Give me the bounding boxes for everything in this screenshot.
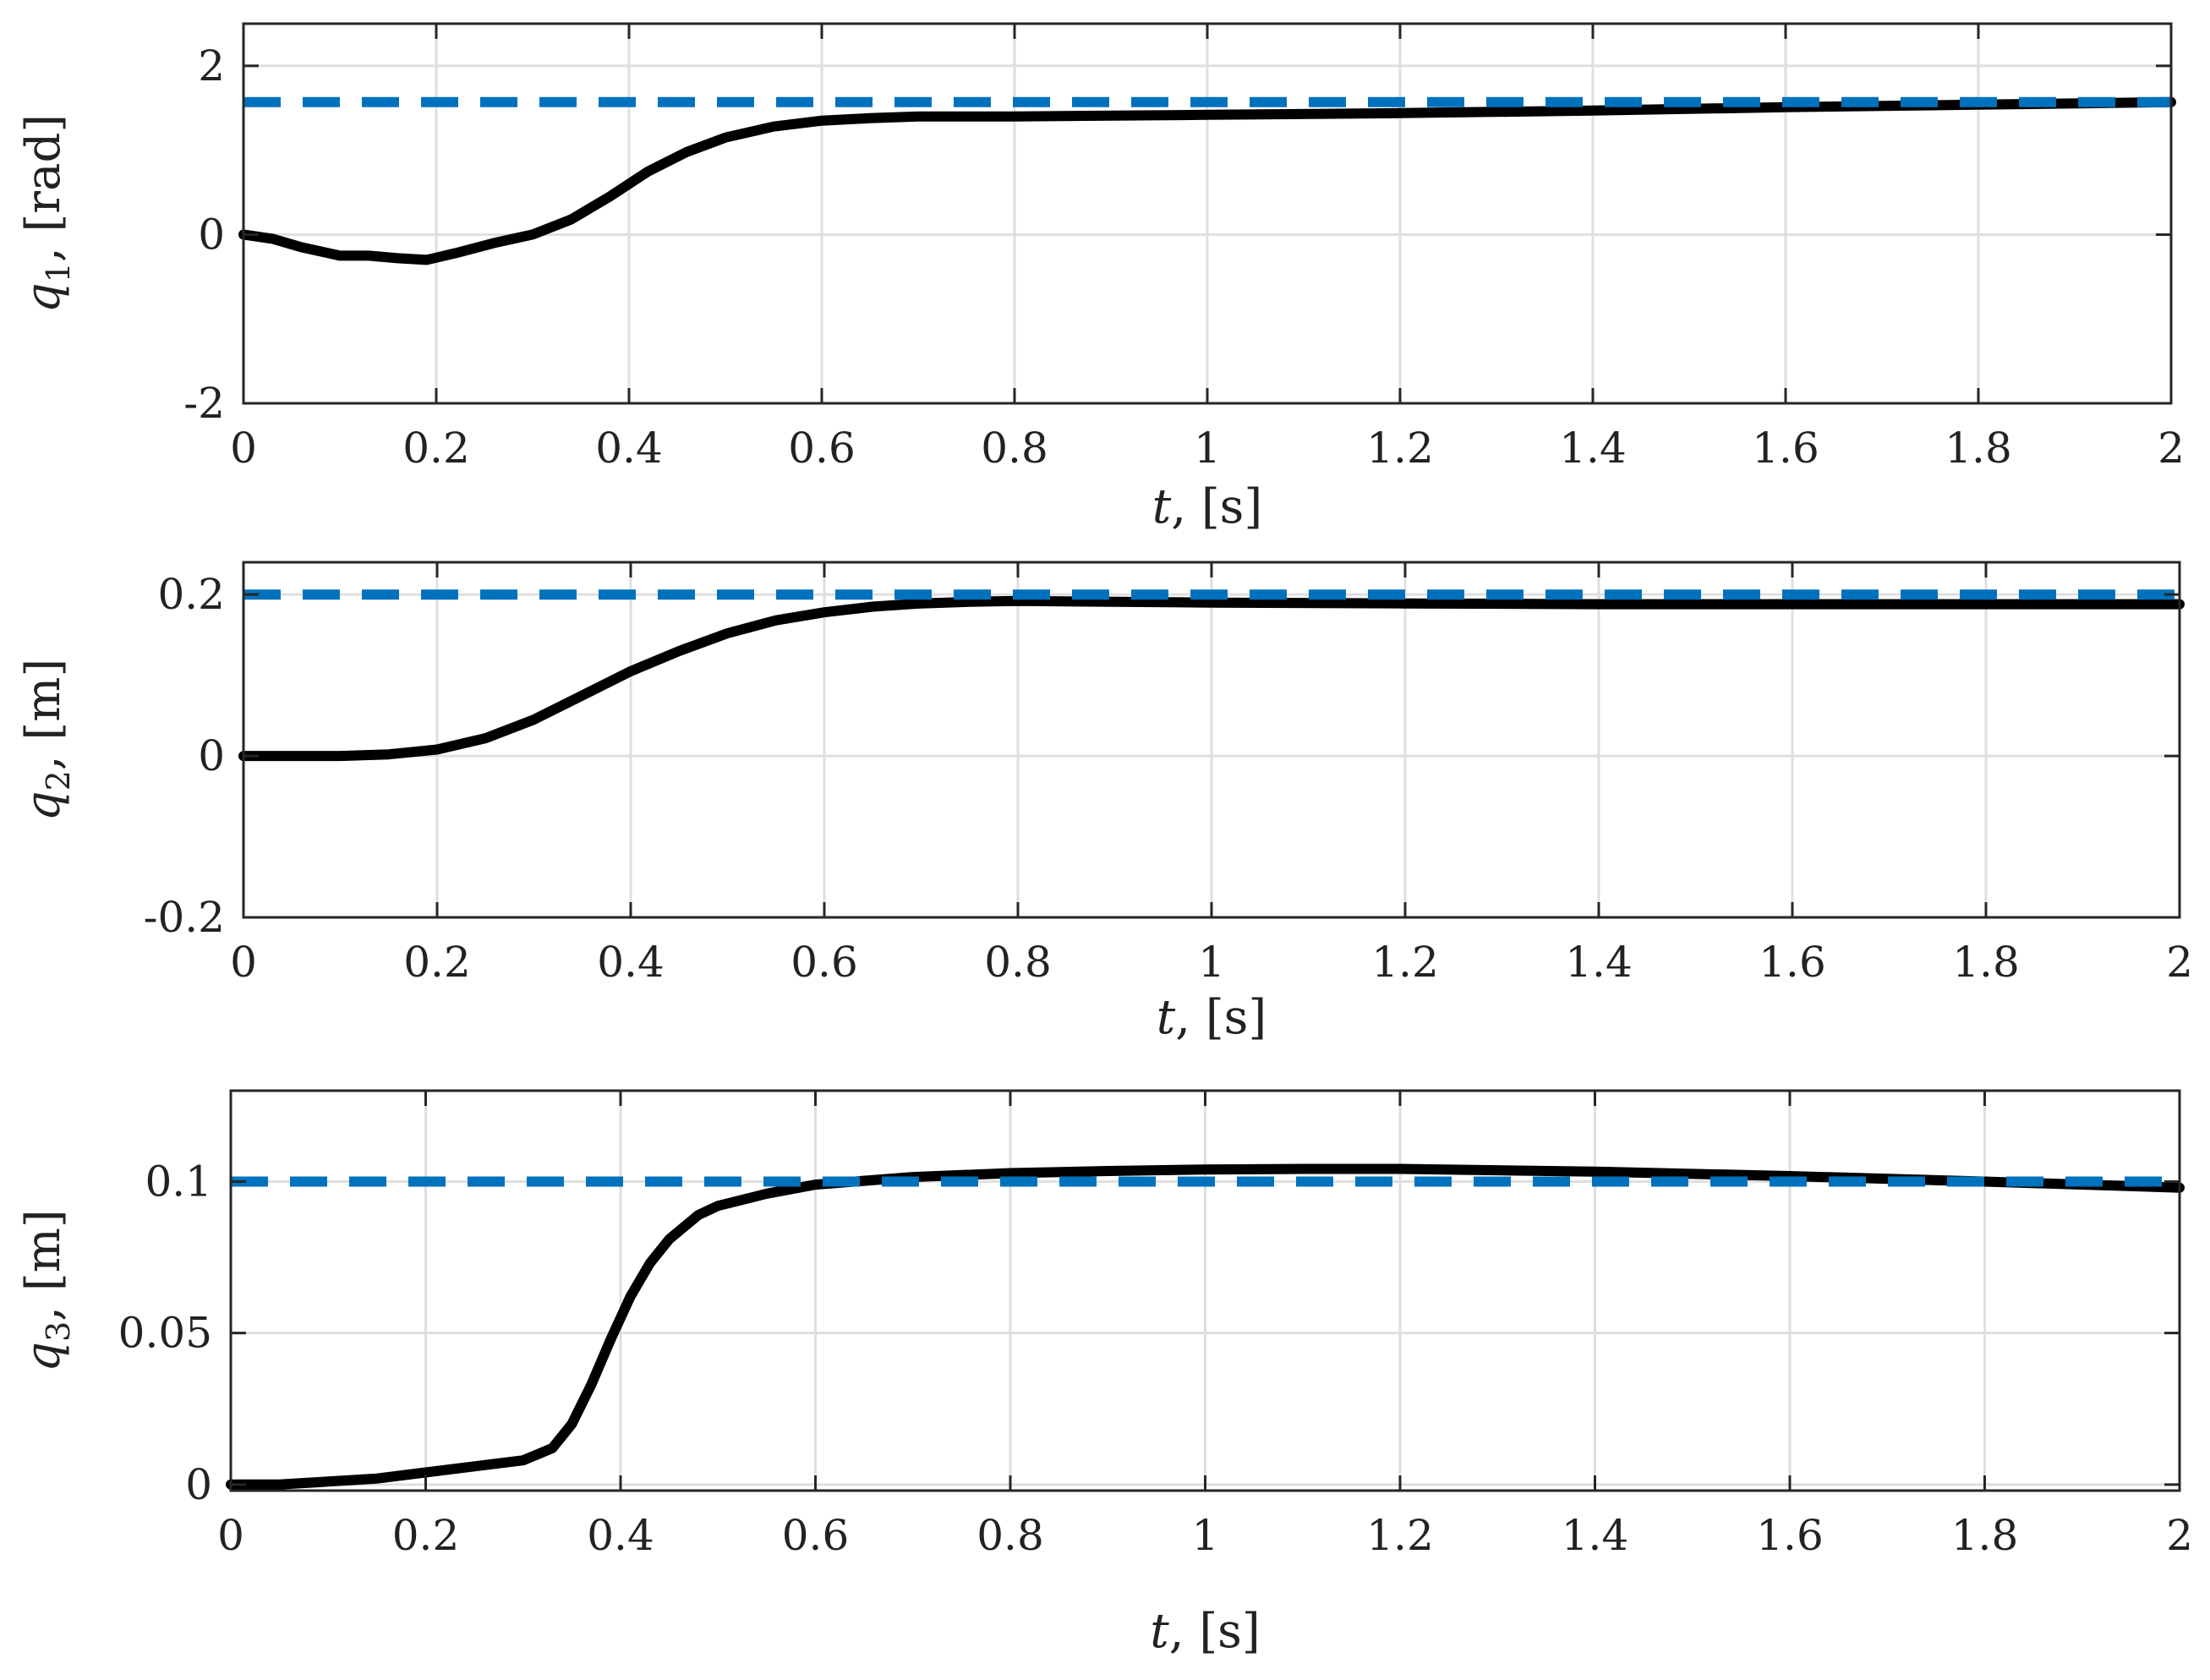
subplot-3: 0 0.2 0.4 0.6 0.8 1 1.2 1.4 1.6 1.8 2 0 0.05 0.1 t, [s… (16, 1089, 2193, 1659)
x-tick-label: 0 (230, 938, 257, 987)
x-tick-label: 1.2 (1366, 1511, 1434, 1560)
y-axis-label: q1, [rad] (16, 114, 77, 313)
y-tick-label: 0 (198, 731, 225, 780)
y-tick-label: 0 (185, 1460, 212, 1509)
x-tick-label: 1 (1192, 1511, 1219, 1560)
x-tick-label: 0.8 (981, 424, 1048, 473)
x-tick-label: 1.6 (1759, 938, 1826, 987)
y-tick-label: 0 (198, 210, 225, 259)
x-tick-label: 1 (1194, 424, 1221, 473)
x-axis-label: t, [s] (1152, 479, 1263, 534)
x-tick-label: 0.8 (984, 938, 1052, 987)
x-tick-label: 0.4 (597, 938, 665, 987)
y-axis-label: q2, [m] (16, 659, 77, 821)
x-tick-label: 2 (2166, 938, 2193, 987)
x-tick-label: 1.8 (1945, 424, 2012, 473)
x-tick-label: 1.6 (1756, 1511, 1824, 1560)
x-tick-label: 1.4 (1565, 938, 1633, 987)
x-tick-label: 0.4 (587, 1511, 654, 1560)
x-tick-label: 0.2 (403, 938, 471, 987)
x-tick-label: 0.4 (595, 424, 663, 473)
x-tick-label: 1 (1198, 938, 1225, 987)
response-line (238, 96, 2176, 265)
response-line (226, 1163, 2185, 1490)
x-tick-label: 0.2 (402, 424, 470, 473)
x-tick-label: 0.2 (392, 1511, 460, 1560)
y-tick-label: 0.2 (157, 570, 225, 619)
x-tick-label: 2 (2166, 1511, 2193, 1560)
y-tick-label: 0.1 (145, 1157, 212, 1207)
y-tick-label: -0.2 (144, 893, 225, 942)
x-tick-label: 2 (2158, 424, 2185, 473)
x-tick-label: 0 (217, 1511, 244, 1560)
x-tick-label: 1.8 (1951, 1511, 2019, 1560)
y-axis-label: q3, [m] (16, 1209, 77, 1371)
x-tick-label: 1.2 (1371, 938, 1439, 987)
x-tick-label: 1.4 (1559, 424, 1627, 473)
x-tick-label: 0 (230, 424, 257, 473)
x-tick-label: 0.6 (788, 424, 856, 473)
x-tick-label: 0.8 (976, 1511, 1044, 1560)
y-tick-label: -2 (183, 379, 225, 428)
y-tick-label: 2 (198, 41, 225, 90)
response-line (238, 595, 2185, 762)
x-tick-label: 1.8 (1952, 938, 2020, 987)
x-tick-label: 1.4 (1562, 1511, 1629, 1560)
x-tick-label: 0.6 (782, 1511, 850, 1560)
y-tick-label: 0.05 (118, 1309, 212, 1358)
x-tick-label: 0.6 (790, 938, 858, 987)
x-tick-label: 1.2 (1366, 424, 1434, 473)
x-axis-label: t, [s] (1157, 990, 1267, 1045)
subplot-2: 0 0.2 0.4 0.6 0.8 1 1.2 1.4 1.6 1.8 2-0.200.2t, [s… (16, 561, 2193, 1045)
x-tick-label: 1.6 (1752, 424, 1819, 473)
x-axis-label: t, [s] (1150, 1604, 1261, 1659)
